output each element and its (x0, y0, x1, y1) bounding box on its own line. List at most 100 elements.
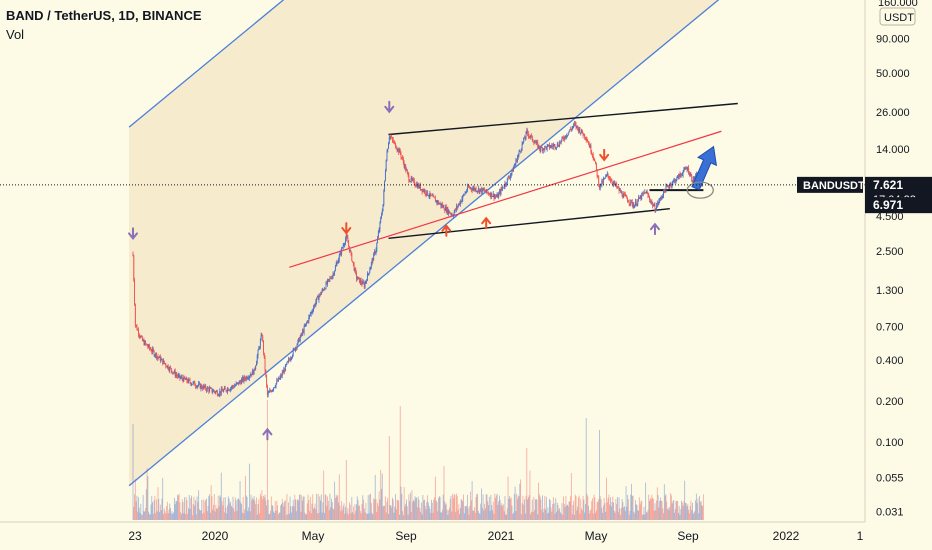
volume-bar (212, 509, 214, 520)
candle-body (570, 129, 572, 131)
volume-bar (163, 508, 165, 520)
volume-bar (168, 509, 170, 520)
candle-body (324, 288, 326, 290)
candle-body (356, 278, 358, 280)
volume-bar (183, 513, 185, 520)
candle-body (669, 185, 671, 188)
candle-body (280, 375, 282, 378)
volume-bar (277, 505, 279, 520)
volume-bar (543, 508, 545, 520)
candle-body (416, 184, 418, 187)
volume-bar (655, 509, 657, 520)
candle-body (244, 376, 246, 379)
volume-bar (177, 494, 178, 520)
candle-body (527, 133, 529, 137)
volume-bar (646, 512, 648, 520)
candle-body (453, 212, 455, 216)
volume-bar (191, 515, 193, 520)
candle-body (624, 194, 625, 195)
volume-bar (145, 508, 146, 520)
candle-body (603, 178, 605, 180)
candle-body (614, 182, 616, 185)
candle-body (658, 201, 660, 204)
candle-body (141, 336, 143, 341)
volume-bar (603, 497, 605, 520)
volume-bar (542, 512, 544, 520)
volume-bar (348, 502, 350, 520)
volume-bar (645, 511, 647, 520)
volume-bar (659, 497, 661, 520)
volume-bar (620, 515, 622, 520)
candle-body (139, 335, 141, 338)
candle-body (411, 177, 413, 180)
volume-bar (583, 499, 585, 520)
volume-bar (157, 487, 159, 520)
volume-bar (633, 511, 635, 520)
candle-body (289, 359, 291, 361)
volume-bar (442, 494, 444, 520)
volume-bar (135, 501, 137, 520)
volume-bar (505, 514, 507, 520)
volume-bar (477, 494, 479, 520)
candle-body (387, 148, 389, 153)
candle-body (356, 272, 357, 279)
candle-body (431, 195, 432, 197)
candle-body (532, 140, 534, 142)
candle-body (340, 252, 342, 255)
price-tick-label: 0.200 (876, 396, 904, 408)
volume-bar (213, 504, 214, 520)
candle-body (202, 385, 204, 389)
candle-body (600, 183, 602, 186)
volume-bar (545, 509, 547, 520)
candle-body (522, 142, 524, 144)
volume-bar (339, 505, 341, 520)
candle-body (236, 383, 238, 384)
candle-body (148, 344, 150, 349)
volume-bar (632, 495, 634, 520)
candle-body (320, 293, 321, 295)
candle-body (194, 381, 196, 386)
candle-body (452, 214, 454, 217)
candle-body (188, 379, 190, 381)
candle-body (295, 347, 297, 349)
candle-body (218, 394, 220, 396)
candle-body (143, 340, 145, 345)
candle-body (333, 273, 335, 275)
volume-bar (142, 494, 144, 520)
volume-bar (628, 515, 630, 520)
candle-body (311, 311, 313, 313)
volume-bar (434, 497, 436, 520)
volume-bar (323, 470, 325, 520)
volume-bar (256, 497, 257, 520)
candle-body (186, 377, 188, 382)
volume-bar (216, 508, 218, 520)
candle-body (222, 390, 224, 392)
candle-body (319, 293, 321, 297)
volume-bar (524, 513, 526, 520)
candle-body (506, 183, 507, 185)
candle-body (263, 352, 265, 358)
volume-bar (234, 511, 236, 520)
volume-bar (431, 499, 432, 520)
volume-bar (353, 513, 355, 520)
volume-bar (491, 504, 493, 520)
candle-body (148, 344, 150, 348)
candle-body (549, 144, 550, 148)
candle-body (574, 123, 575, 125)
candle-body (531, 135, 533, 141)
candle-body (200, 385, 202, 389)
candle-body (448, 210, 450, 214)
volume-bar (141, 514, 143, 520)
volume-bar (622, 502, 624, 520)
candle-body (467, 186, 469, 188)
candle-body (371, 259, 373, 263)
candle-body (498, 193, 500, 198)
volume-bar (262, 499, 264, 520)
volume-bar (533, 497, 535, 520)
volume-bar (570, 473, 572, 520)
candle-body (549, 147, 551, 148)
pivot-low-marker (649, 222, 660, 236)
candle-body (151, 351, 153, 352)
volume-bar (488, 505, 489, 520)
